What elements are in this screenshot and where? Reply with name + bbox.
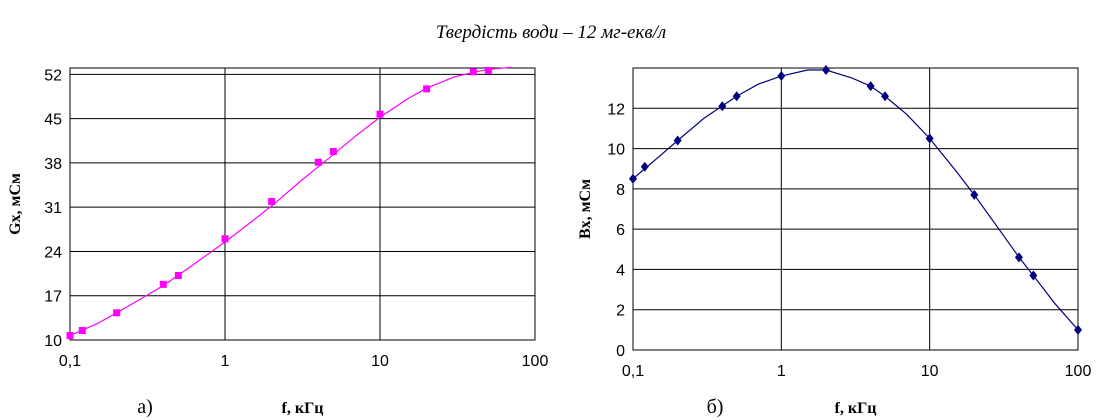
chart-b-x-ticks: 0,1 1 10 100 — [622, 363, 1092, 380]
chart-b: 0,1 1 10 100 0 2 4 6 8 10 12 Bx, мСм f, кГц б) — [577, 65, 1091, 418]
data-point — [484, 67, 492, 75]
data-point — [629, 173, 637, 184]
data-point — [777, 71, 786, 82]
data-point — [640, 161, 649, 172]
y-tick-label: 2 — [616, 303, 625, 320]
data-point — [732, 91, 741, 102]
data-point — [866, 81, 875, 92]
data-point — [174, 271, 182, 279]
data-point — [423, 85, 431, 93]
data-point — [1074, 324, 1082, 335]
y-tick-label: 10 — [44, 333, 62, 350]
x-tick-label: 100 — [522, 353, 549, 370]
chart-b-x-axis-title: f, кГц — [835, 400, 877, 417]
x-tick-label: 0,1 — [622, 363, 644, 380]
data-point — [66, 332, 74, 340]
chart-a-x-ticks: 0,1 1 10 100 — [59, 353, 549, 370]
chart-a-y-ticks: 10 17 24 31 38 45 52 — [44, 67, 62, 350]
x-tick-label: 1 — [777, 363, 786, 380]
y-tick-label: 6 — [616, 222, 625, 239]
chart-a-x-axis-title: f, кГц — [282, 400, 324, 417]
data-point — [1029, 270, 1038, 281]
figure-title: Твердість води – 12 мг-екв/л — [436, 22, 666, 43]
data-point — [376, 110, 384, 118]
data-point — [673, 135, 682, 146]
chart-a-markers — [66, 67, 492, 340]
y-tick-label: 10 — [607, 142, 625, 159]
chart-a-panel-label: а) — [137, 396, 153, 418]
chart-a-y-axis-title: Gx, мСм — [7, 173, 24, 235]
y-tick-label: 8 — [616, 182, 625, 199]
chart-a-trend-line — [69, 66, 512, 337]
x-tick-label: 10 — [371, 353, 389, 370]
x-tick-label: 0,1 — [59, 353, 81, 370]
y-tick-label: 52 — [44, 67, 62, 84]
chart-b-plot-frame — [632, 67, 1079, 351]
chart-b-y-ticks: 0 2 4 6 8 10 12 — [607, 101, 625, 360]
y-tick-label: 31 — [44, 200, 62, 217]
data-point — [329, 147, 337, 155]
data-point — [469, 68, 477, 76]
y-tick-label: 45 — [44, 112, 62, 129]
data-point — [821, 65, 830, 76]
data-point — [881, 91, 890, 102]
data-point — [718, 101, 727, 112]
y-tick-label: 12 — [607, 101, 625, 118]
y-tick-label: 24 — [44, 244, 62, 261]
data-point — [78, 327, 86, 335]
data-point — [925, 133, 934, 144]
data-point — [314, 158, 322, 166]
x-tick-label: 10 — [921, 363, 939, 380]
data-point — [221, 235, 229, 243]
x-tick-label: 100 — [1065, 363, 1092, 380]
chart-b-grid — [632, 68, 1079, 351]
y-tick-label: 38 — [44, 156, 62, 173]
x-tick-label: 1 — [221, 353, 230, 370]
data-point — [970, 189, 979, 200]
y-tick-label: 4 — [616, 262, 625, 279]
y-tick-label: 17 — [44, 289, 62, 306]
data-point — [113, 309, 121, 317]
y-tick-label: 0 — [616, 343, 625, 360]
chart-a-plot-frame — [69, 67, 536, 341]
data-point — [1014, 252, 1023, 263]
chart-b-panel-label: б) — [707, 396, 724, 418]
chart-b-trend-line — [632, 69, 1079, 331]
chart-b-markers — [629, 65, 1082, 335]
chart-b-y-axis-title: Bx, мСм — [577, 179, 594, 239]
data-point — [268, 197, 276, 205]
data-point — [159, 280, 167, 288]
